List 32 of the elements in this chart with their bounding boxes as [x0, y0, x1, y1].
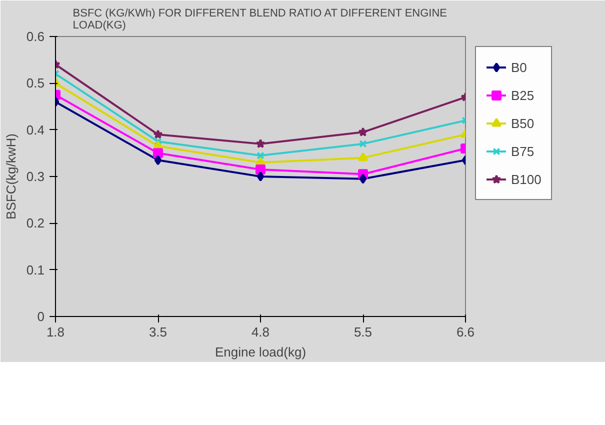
point — [256, 164, 266, 174]
point — [358, 127, 368, 136]
x-tick-label: 5.5 — [354, 324, 372, 340]
point — [359, 140, 367, 148]
point — [256, 138, 266, 148]
legend-label: B100 — [511, 172, 542, 186]
y-tick-label: 0.6 — [26, 29, 45, 44]
point — [256, 172, 264, 182]
point — [359, 174, 367, 184]
point — [154, 155, 162, 166]
y-tick-label: 0.2 — [26, 216, 45, 231]
legend-label: B0 — [511, 60, 528, 74]
x-tick-label: 1.8 — [46, 324, 65, 340]
y-tick-label: 0.5 — [26, 76, 45, 91]
x-tick-label: 3.5 — [148, 324, 168, 340]
chart-title: BSFC (KG/KWh) FOR DIFFERENT BLEND RATIO AT DIFFERENT ENGINE LOAD(KG) — [72, 8, 448, 32]
y-axis-title: BSFC(kg/kwH) — [3, 134, 18, 220]
point — [358, 152, 368, 162]
x-axis-title: Engine load(kg) — [214, 344, 306, 360]
y-tick-label: 0.3 — [26, 169, 45, 184]
legend-label: B75 — [511, 144, 534, 158]
legend-label: B25 — [511, 88, 534, 102]
y-tick-label: 0.1 — [26, 262, 45, 278]
x-tick-label: 4.8 — [251, 324, 270, 340]
point — [154, 138, 162, 146]
point — [256, 152, 264, 160]
y-tick-label: 0.4 — [26, 122, 45, 138]
legend-label: B50 — [511, 116, 534, 130]
point — [153, 148, 163, 158]
x-tick-label: 6.6 — [456, 324, 475, 340]
y-tick-label: 0 — [37, 309, 45, 324]
point — [153, 130, 163, 139]
